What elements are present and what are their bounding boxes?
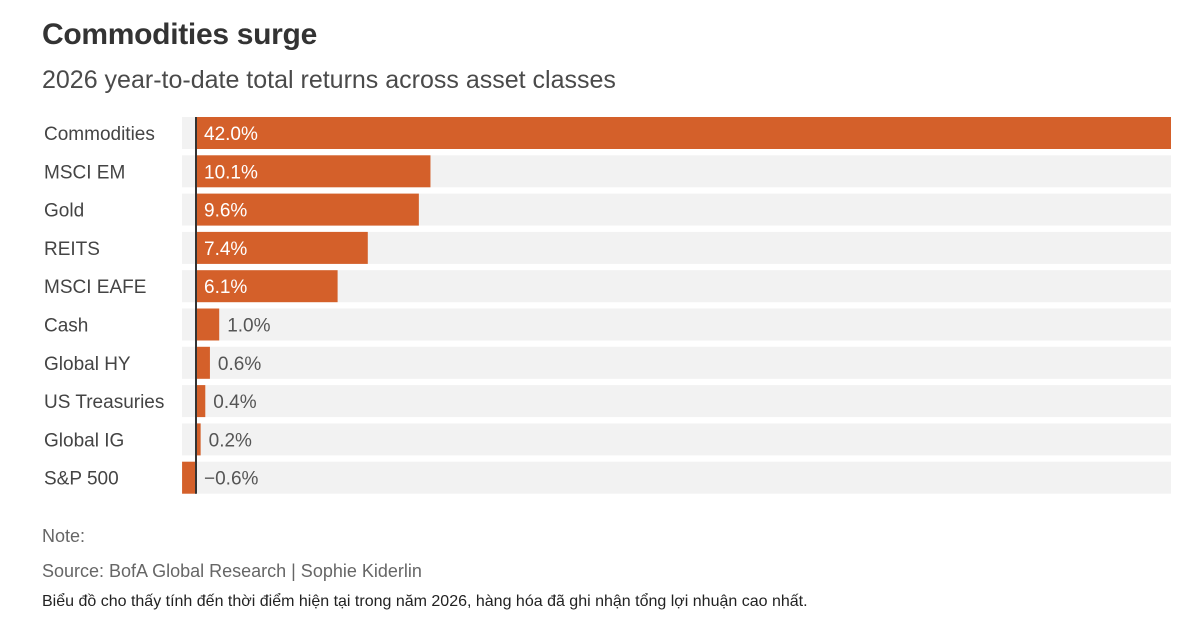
- bar-track: [182, 462, 1171, 494]
- bar-track: [182, 309, 1171, 341]
- value-label: 0.6%: [218, 354, 261, 375]
- category-label: Commodities: [44, 124, 155, 145]
- category-label: US Treasuries: [44, 392, 164, 413]
- chart-source: Source: BofA Global Research | Sophie Ki…: [42, 561, 422, 582]
- bar: [196, 347, 210, 379]
- category-label: REITS: [44, 239, 100, 260]
- bar-track: [182, 385, 1171, 417]
- category-label: Global IG: [44, 430, 124, 451]
- category-label: S&P 500: [44, 469, 119, 490]
- category-label: MSCI EM: [44, 162, 125, 183]
- chart-caption: Biểu đồ cho thấy tính đến thời điểm hiện…: [42, 593, 808, 611]
- bar: [182, 462, 196, 494]
- value-label: 42.0%: [204, 124, 258, 145]
- value-label: 9.6%: [204, 201, 247, 222]
- category-label: MSCI EAFE: [44, 277, 146, 298]
- bar: [196, 309, 219, 341]
- value-label: 0.4%: [213, 392, 256, 413]
- category-label: Gold: [44, 201, 84, 222]
- value-label: 6.1%: [204, 277, 247, 298]
- value-label: 10.1%: [204, 162, 258, 183]
- value-label: 7.4%: [204, 239, 247, 260]
- value-label: 0.2%: [209, 430, 252, 451]
- bar: [196, 385, 205, 417]
- value-label: 1.0%: [227, 316, 270, 337]
- category-label: Cash: [44, 316, 88, 337]
- bar-track: [182, 347, 1171, 379]
- category-label: Global HY: [44, 354, 131, 375]
- bar: [196, 117, 1171, 149]
- chart-note: Note:: [42, 526, 85, 547]
- value-label: −0.6%: [204, 469, 259, 490]
- bar-track: [182, 423, 1171, 455]
